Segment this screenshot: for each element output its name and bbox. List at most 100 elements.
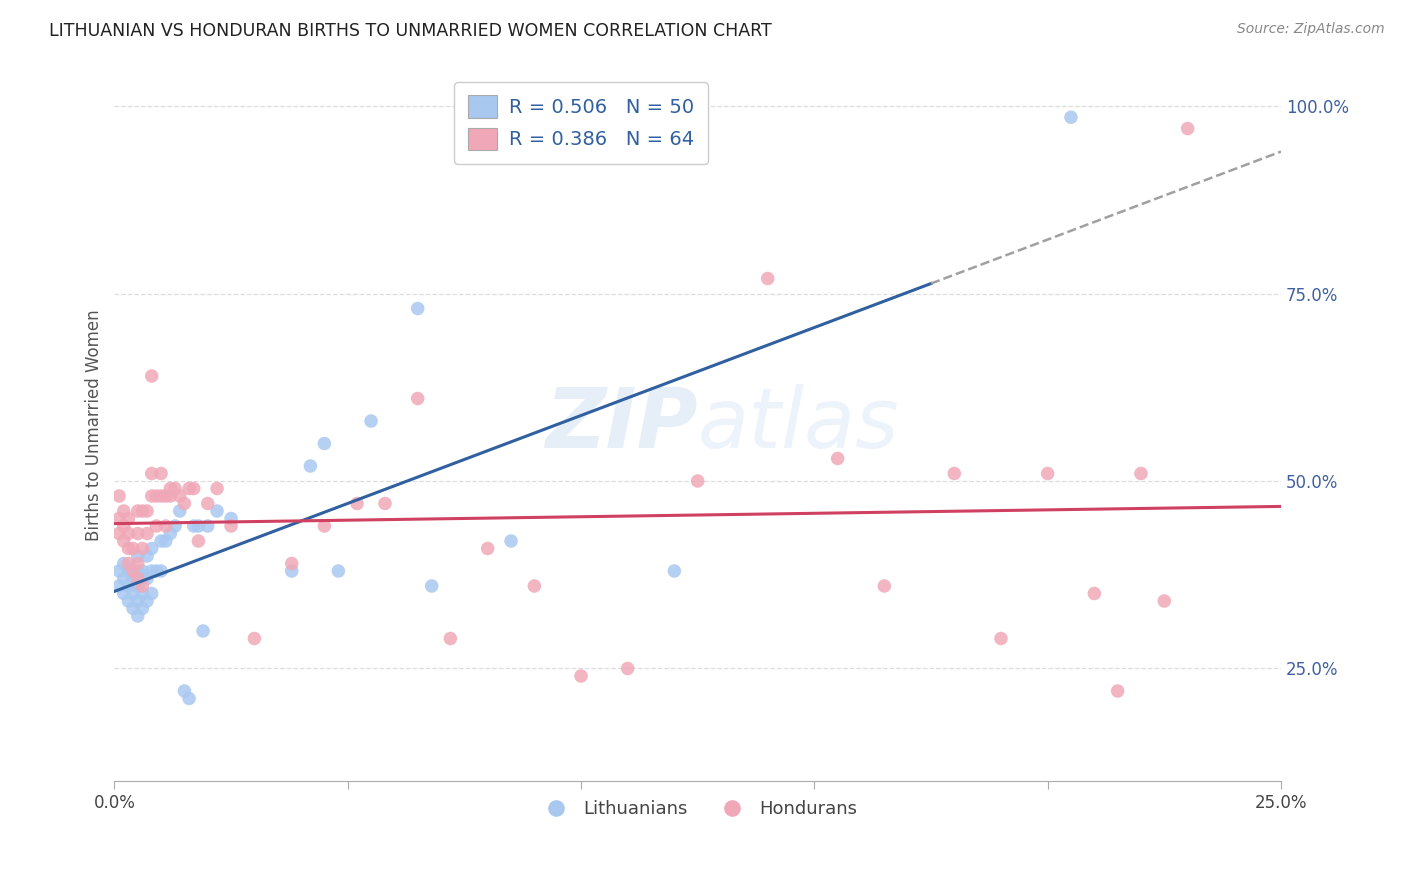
Point	[159, 482, 181, 496]
Point	[616, 661, 638, 675]
Point	[205, 482, 228, 496]
Point	[145, 489, 167, 503]
Point	[990, 632, 1012, 646]
Point	[169, 504, 191, 518]
Point	[664, 564, 686, 578]
Point	[117, 557, 139, 571]
Point	[131, 579, 153, 593]
Point	[420, 579, 443, 593]
Point	[187, 534, 209, 549]
Point	[1130, 467, 1153, 481]
Point	[141, 467, 163, 481]
Point	[131, 601, 153, 615]
Point	[127, 594, 149, 608]
Y-axis label: Births to Unmarried Women: Births to Unmarried Women	[86, 309, 103, 541]
Point	[159, 489, 181, 503]
Point	[360, 414, 382, 428]
Point	[127, 564, 149, 578]
Point	[117, 541, 139, 556]
Point	[150, 467, 173, 481]
Point	[406, 392, 429, 406]
Point	[122, 572, 145, 586]
Point	[141, 541, 163, 556]
Point	[127, 557, 149, 571]
Point	[150, 489, 173, 503]
Point	[1036, 467, 1059, 481]
Text: atlas: atlas	[697, 384, 900, 466]
Point	[127, 504, 149, 518]
Point	[150, 564, 173, 578]
Point	[108, 579, 131, 593]
Point	[131, 564, 153, 578]
Point	[314, 436, 336, 450]
Point	[523, 579, 546, 593]
Point	[191, 624, 214, 638]
Point	[141, 564, 163, 578]
Point	[183, 482, 205, 496]
Point	[499, 534, 522, 549]
Point	[136, 572, 159, 586]
Point	[145, 564, 167, 578]
Point	[108, 564, 131, 578]
Point	[155, 489, 177, 503]
Point	[141, 586, 163, 600]
Point	[299, 458, 322, 473]
Point	[197, 519, 219, 533]
Point	[127, 549, 149, 563]
Point	[873, 579, 896, 593]
Point	[127, 609, 149, 624]
Point	[108, 511, 131, 525]
Point	[112, 586, 135, 600]
Point	[117, 511, 139, 525]
Point	[122, 541, 145, 556]
Point	[169, 489, 191, 503]
Point	[141, 369, 163, 384]
Point	[183, 519, 205, 533]
Point	[108, 526, 131, 541]
Point	[219, 511, 242, 525]
Point	[117, 594, 139, 608]
Point	[136, 504, 159, 518]
Point	[136, 526, 159, 541]
Point	[439, 632, 461, 646]
Point	[131, 541, 153, 556]
Point	[280, 557, 302, 571]
Text: Source: ZipAtlas.com: Source: ZipAtlas.com	[1237, 22, 1385, 37]
Point	[131, 504, 153, 518]
Point	[346, 496, 368, 510]
Point	[165, 519, 187, 533]
Point	[243, 632, 266, 646]
Point	[127, 579, 149, 593]
Point	[145, 519, 167, 533]
Point	[150, 534, 173, 549]
Point	[122, 586, 145, 600]
Point	[155, 534, 177, 549]
Point	[205, 504, 228, 518]
Point	[406, 301, 429, 316]
Point	[1060, 110, 1083, 124]
Point	[136, 594, 159, 608]
Point	[108, 489, 131, 503]
Point	[197, 496, 219, 510]
Point	[127, 526, 149, 541]
Point	[477, 541, 499, 556]
Point	[155, 519, 177, 533]
Point	[117, 579, 139, 593]
Point	[131, 586, 153, 600]
Point	[219, 519, 242, 533]
Point	[165, 482, 187, 496]
Point	[827, 451, 849, 466]
Point	[117, 526, 139, 541]
Point	[112, 557, 135, 571]
Point	[112, 504, 135, 518]
Point	[112, 519, 135, 533]
Point	[756, 271, 779, 285]
Point	[141, 489, 163, 503]
Point	[177, 691, 200, 706]
Point	[173, 684, 195, 698]
Point	[314, 519, 336, 533]
Point	[159, 526, 181, 541]
Point	[1083, 586, 1105, 600]
Point	[1177, 121, 1199, 136]
Point	[112, 572, 135, 586]
